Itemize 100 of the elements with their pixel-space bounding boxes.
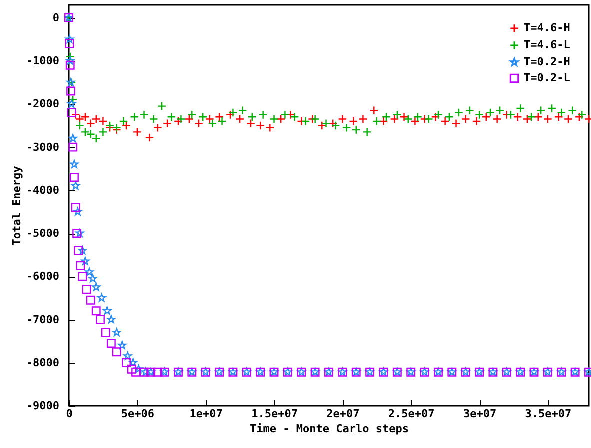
y-tick-label: -9000 (26, 400, 60, 412)
point (228, 108, 238, 118)
point (96, 315, 105, 324)
point (482, 112, 491, 122)
point (67, 100, 76, 108)
point (66, 56, 75, 65)
point (246, 119, 256, 128)
point (554, 112, 564, 122)
point (522, 114, 532, 124)
point (370, 106, 379, 116)
point (98, 128, 108, 137)
point (338, 114, 348, 124)
point (492, 114, 502, 124)
point (67, 108, 76, 118)
point (574, 112, 584, 122)
point (331, 121, 340, 130)
x-tick-label: 0 (66, 408, 73, 420)
point (472, 116, 482, 126)
point (112, 348, 122, 357)
point (208, 119, 218, 128)
point (112, 123, 122, 132)
point (328, 119, 338, 128)
point (112, 328, 122, 336)
x-tick-label: 3e+07 (463, 408, 497, 420)
point (134, 364, 144, 374)
point (454, 108, 464, 118)
point (132, 368, 141, 377)
y-tick-label: -7000 (26, 313, 60, 326)
point (132, 128, 142, 137)
point (382, 112, 391, 122)
point (92, 114, 101, 124)
point (149, 114, 158, 124)
point (205, 114, 214, 124)
point (124, 352, 132, 360)
point (564, 114, 573, 124)
point (194, 119, 204, 128)
point (167, 112, 176, 122)
point (103, 306, 112, 315)
point (72, 229, 82, 238)
point (413, 112, 422, 122)
point (76, 261, 86, 270)
point (527, 112, 536, 122)
y-tick-label: -5000 (26, 227, 60, 240)
point (145, 133, 154, 142)
point (352, 126, 361, 135)
point (568, 106, 578, 116)
point (452, 119, 461, 128)
point (92, 282, 101, 292)
point (101, 328, 110, 338)
point (434, 110, 443, 120)
point (424, 114, 434, 124)
x-tick-label: 5e+06 (121, 408, 155, 420)
point (475, 110, 484, 120)
point (122, 358, 131, 368)
point (431, 112, 440, 122)
point (404, 114, 413, 124)
legend-label: T=0.2-H (524, 56, 570, 68)
point (163, 119, 172, 128)
point (65, 35, 74, 44)
point (68, 95, 78, 104)
point (98, 116, 108, 126)
point (276, 114, 286, 124)
legend-label: T=4.6-L (524, 38, 571, 52)
point (258, 110, 268, 120)
point (78, 272, 88, 282)
point (270, 114, 279, 124)
point (66, 52, 75, 62)
point (372, 116, 382, 126)
point (74, 246, 84, 256)
point (122, 121, 131, 130)
y-axis-title: Total Energy (10, 166, 24, 246)
point (342, 123, 352, 132)
point (76, 229, 84, 238)
point (226, 110, 235, 120)
point (118, 341, 127, 350)
point (444, 112, 454, 122)
point (130, 112, 140, 122)
point (465, 106, 474, 116)
point (286, 110, 296, 120)
x-tick-label: 1.5e+07 (252, 408, 298, 420)
point (290, 112, 300, 122)
point (390, 114, 400, 124)
point (256, 121, 266, 130)
point (516, 104, 526, 113)
y-tick-label: -3000 (26, 140, 60, 154)
y-tick-label: -4000 (26, 184, 60, 197)
x-tick-label: 1e+07 (190, 408, 223, 420)
point (400, 112, 409, 122)
point (66, 60, 75, 70)
point (557, 108, 566, 118)
point (85, 268, 94, 276)
point (119, 116, 128, 126)
point (68, 142, 78, 152)
x-tick-label: 2e+07 (326, 408, 360, 420)
point (92, 306, 101, 316)
point (248, 112, 257, 122)
point (506, 110, 516, 120)
point (218, 116, 227, 126)
point (184, 114, 194, 124)
point (129, 358, 138, 367)
